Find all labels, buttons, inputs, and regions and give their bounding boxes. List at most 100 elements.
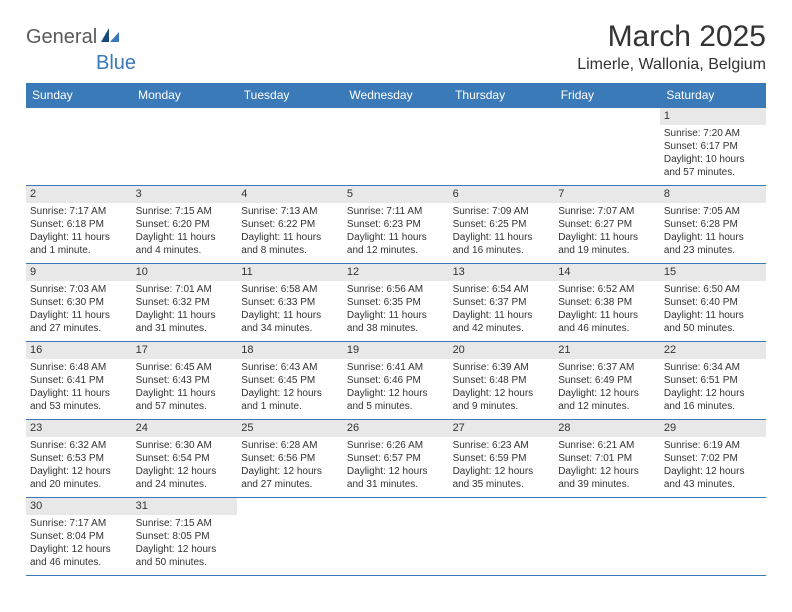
sunset-text: Sunset: 6:32 PM (136, 296, 234, 309)
logo-text-blue: Blue (96, 52, 766, 75)
day-number: 11 (237, 264, 343, 281)
day-number: 19 (343, 342, 449, 359)
day-details: Sunrise: 6:41 AMSunset: 6:46 PMDaylight:… (343, 359, 449, 417)
sunset-text: Sunset: 6:59 PM (453, 452, 551, 465)
calendar-day-cell (237, 108, 343, 186)
day-details: Sunrise: 7:20 AMSunset: 6:17 PMDaylight:… (660, 125, 766, 183)
calendar-day-cell (554, 498, 660, 576)
calendar-day-cell: 2Sunrise: 7:17 AMSunset: 6:18 PMDaylight… (26, 186, 132, 264)
sunrise-text: Sunrise: 6:21 AM (558, 439, 656, 452)
calendar-day-cell: 21Sunrise: 6:37 AMSunset: 6:49 PMDayligh… (554, 342, 660, 420)
sunrise-text: Sunrise: 6:43 AM (241, 361, 339, 374)
calendar-day-cell: 24Sunrise: 6:30 AMSunset: 6:54 PMDayligh… (132, 420, 238, 498)
sunset-text: Sunset: 6:25 PM (453, 218, 551, 231)
day-number: 23 (26, 420, 132, 437)
day-details: Sunrise: 6:19 AMSunset: 7:02 PMDaylight:… (660, 437, 766, 495)
sunrise-text: Sunrise: 7:03 AM (30, 283, 128, 296)
calendar-day-cell: 1Sunrise: 7:20 AMSunset: 6:17 PMDaylight… (660, 108, 766, 186)
calendar-day-cell (132, 108, 238, 186)
sunset-text: Sunset: 6:49 PM (558, 374, 656, 387)
sunrise-text: Sunrise: 6:41 AM (347, 361, 445, 374)
daylight-text: Daylight: 12 hours and 46 minutes. (30, 543, 128, 569)
day-number: 8 (660, 186, 766, 203)
sunrise-text: Sunrise: 7:15 AM (136, 205, 234, 218)
daylight-text: Daylight: 11 hours and 42 minutes. (453, 309, 551, 335)
daylight-text: Daylight: 12 hours and 24 minutes. (136, 465, 234, 491)
day-details: Sunrise: 7:13 AMSunset: 6:22 PMDaylight:… (237, 203, 343, 261)
day-details: Sunrise: 6:23 AMSunset: 6:59 PMDaylight:… (449, 437, 555, 495)
day-number: 17 (132, 342, 238, 359)
calendar-day-cell (554, 108, 660, 186)
daylight-text: Daylight: 12 hours and 43 minutes. (664, 465, 762, 491)
daylight-text: Daylight: 12 hours and 31 minutes. (347, 465, 445, 491)
day-number: 20 (449, 342, 555, 359)
sunrise-text: Sunrise: 7:13 AM (241, 205, 339, 218)
calendar-day-cell: 13Sunrise: 6:54 AMSunset: 6:37 PMDayligh… (449, 264, 555, 342)
sunset-text: Sunset: 6:23 PM (347, 218, 445, 231)
day-number: 15 (660, 264, 766, 281)
day-number: 14 (554, 264, 660, 281)
daylight-text: Daylight: 11 hours and 50 minutes. (664, 309, 762, 335)
daylight-text: Daylight: 12 hours and 9 minutes. (453, 387, 551, 413)
day-details: Sunrise: 6:21 AMSunset: 7:01 PMDaylight:… (554, 437, 660, 495)
daylight-text: Daylight: 11 hours and 1 minute. (30, 231, 128, 257)
calendar-day-cell: 27Sunrise: 6:23 AMSunset: 6:59 PMDayligh… (449, 420, 555, 498)
daylight-text: Daylight: 12 hours and 20 minutes. (30, 465, 128, 491)
sunrise-text: Sunrise: 7:07 AM (558, 205, 656, 218)
calendar-day-cell: 20Sunrise: 6:39 AMSunset: 6:48 PMDayligh… (449, 342, 555, 420)
logo: General (26, 20, 123, 49)
sunrise-text: Sunrise: 7:17 AM (30, 517, 128, 530)
sunset-text: Sunset: 6:57 PM (347, 452, 445, 465)
sunset-text: Sunset: 6:17 PM (664, 140, 762, 153)
sunset-text: Sunset: 6:54 PM (136, 452, 234, 465)
daylight-text: Daylight: 12 hours and 16 minutes. (664, 387, 762, 413)
day-header-row: SundayMondayTuesdayWednesdayThursdayFrid… (26, 83, 766, 108)
day-number: 27 (449, 420, 555, 437)
sunset-text: Sunset: 8:04 PM (30, 530, 128, 543)
day-details: Sunrise: 7:15 AMSunset: 8:05 PMDaylight:… (132, 515, 238, 573)
day-details: Sunrise: 6:52 AMSunset: 6:38 PMDaylight:… (554, 281, 660, 339)
day-details: Sunrise: 7:15 AMSunset: 6:20 PMDaylight:… (132, 203, 238, 261)
sunset-text: Sunset: 6:30 PM (30, 296, 128, 309)
calendar-day-cell: 17Sunrise: 6:45 AMSunset: 6:43 PMDayligh… (132, 342, 238, 420)
sunrise-text: Sunrise: 6:37 AM (558, 361, 656, 374)
daylight-text: Daylight: 11 hours and 12 minutes. (347, 231, 445, 257)
sunrise-text: Sunrise: 6:19 AM (664, 439, 762, 452)
calendar-day-cell: 14Sunrise: 6:52 AMSunset: 6:38 PMDayligh… (554, 264, 660, 342)
calendar-day-cell: 5Sunrise: 7:11 AMSunset: 6:23 PMDaylight… (343, 186, 449, 264)
calendar-day-cell: 7Sunrise: 7:07 AMSunset: 6:27 PMDaylight… (554, 186, 660, 264)
sunset-text: Sunset: 6:40 PM (664, 296, 762, 309)
day-header: Saturday (660, 83, 766, 108)
calendar-day-cell: 4Sunrise: 7:13 AMSunset: 6:22 PMDaylight… (237, 186, 343, 264)
sunset-text: Sunset: 7:01 PM (558, 452, 656, 465)
day-number: 10 (132, 264, 238, 281)
sunset-text: Sunset: 6:27 PM (558, 218, 656, 231)
sunset-text: Sunset: 6:20 PM (136, 218, 234, 231)
calendar-day-cell: 28Sunrise: 6:21 AMSunset: 7:01 PMDayligh… (554, 420, 660, 498)
calendar-day-cell: 30Sunrise: 7:17 AMSunset: 8:04 PMDayligh… (26, 498, 132, 576)
daylight-text: Daylight: 11 hours and 8 minutes. (241, 231, 339, 257)
day-details: Sunrise: 6:50 AMSunset: 6:40 PMDaylight:… (660, 281, 766, 339)
sunset-text: Sunset: 6:28 PM (664, 218, 762, 231)
day-details: Sunrise: 7:09 AMSunset: 6:25 PMDaylight:… (449, 203, 555, 261)
day-number: 13 (449, 264, 555, 281)
day-number: 31 (132, 498, 238, 515)
day-number: 1 (660, 108, 766, 125)
day-details: Sunrise: 7:07 AMSunset: 6:27 PMDaylight:… (554, 203, 660, 261)
month-title: March 2025 (577, 20, 766, 54)
day-details: Sunrise: 6:48 AMSunset: 6:41 PMDaylight:… (26, 359, 132, 417)
day-number: 28 (554, 420, 660, 437)
sunrise-text: Sunrise: 6:23 AM (453, 439, 551, 452)
day-details: Sunrise: 7:17 AMSunset: 8:04 PMDaylight:… (26, 515, 132, 573)
day-number: 3 (132, 186, 238, 203)
daylight-text: Daylight: 12 hours and 1 minute. (241, 387, 339, 413)
sunset-text: Sunset: 7:02 PM (664, 452, 762, 465)
day-details: Sunrise: 6:43 AMSunset: 6:45 PMDaylight:… (237, 359, 343, 417)
day-number: 6 (449, 186, 555, 203)
day-number: 29 (660, 420, 766, 437)
sunrise-text: Sunrise: 6:39 AM (453, 361, 551, 374)
day-details: Sunrise: 6:32 AMSunset: 6:53 PMDaylight:… (26, 437, 132, 495)
calendar-day-cell: 11Sunrise: 6:58 AMSunset: 6:33 PMDayligh… (237, 264, 343, 342)
daylight-text: Daylight: 11 hours and 4 minutes. (136, 231, 234, 257)
sunrise-text: Sunrise: 6:52 AM (558, 283, 656, 296)
